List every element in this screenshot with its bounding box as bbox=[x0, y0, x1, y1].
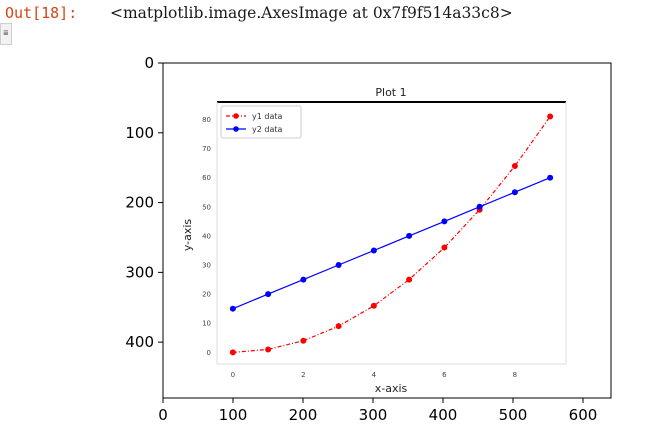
inner-x-tick-label: 4 bbox=[372, 371, 377, 379]
outer-x-tick-label: 0 bbox=[158, 406, 168, 424]
outer-y-tick-label: 0 bbox=[144, 54, 154, 72]
outer-x-tick-label: 300 bbox=[359, 406, 388, 424]
series-line-2 bbox=[232, 177, 551, 310]
inner-x-tick-label: 6 bbox=[442, 371, 447, 379]
inner-y-tick-label: 60 bbox=[202, 174, 211, 182]
inner-y-tick-label: 0 bbox=[207, 349, 211, 357]
outer-x-ticks: 0 100 200 300 400 500 600 bbox=[158, 398, 597, 424]
output-text: <matplotlib.image.AxesImage at 0x7f9f514… bbox=[110, 4, 513, 22]
series-2-point bbox=[265, 291, 272, 298]
series-2-point bbox=[511, 189, 518, 196]
inner-x-tick-label: 2 bbox=[301, 371, 305, 379]
series-2-point bbox=[370, 247, 377, 254]
inner-y-tick-label: 80 bbox=[202, 116, 211, 124]
inner-y-tick-label: 50 bbox=[202, 203, 211, 211]
inner-x-tick-label: 8 bbox=[513, 371, 517, 379]
legend-label-2: y2 data bbox=[252, 125, 282, 134]
inner-y-tick-label: 20 bbox=[202, 291, 211, 299]
series-2-point bbox=[441, 218, 448, 225]
series-1-point bbox=[370, 302, 377, 309]
series-2-point bbox=[229, 305, 236, 312]
series-1-point bbox=[511, 163, 518, 170]
inner-axes-lines bbox=[216, 101, 567, 365]
series-1-point bbox=[300, 337, 307, 344]
outer-x-tick-label: 100 bbox=[219, 406, 248, 424]
chart-title: Plot 1 bbox=[375, 86, 406, 99]
series-2-point bbox=[476, 203, 483, 210]
outer-y-tick-label: 200 bbox=[125, 194, 154, 212]
series-1-point bbox=[265, 346, 272, 353]
collapse-output-icon: ≣ bbox=[3, 29, 9, 37]
legend-box bbox=[220, 105, 302, 139]
outer-y-ticks: 0 100 200 300 400 bbox=[125, 54, 163, 351]
outer-y-tick-label: 400 bbox=[125, 333, 154, 351]
legend-marker-1 bbox=[233, 113, 239, 119]
inner-y-tick-label: 10 bbox=[202, 320, 211, 328]
series-1-point bbox=[441, 244, 448, 251]
legend: y1 data y2 data bbox=[220, 105, 302, 139]
series-line-1 bbox=[232, 116, 551, 353]
series-1-point bbox=[547, 113, 554, 120]
outer-y-tick-label: 100 bbox=[125, 124, 154, 142]
legend-marker-2 bbox=[233, 126, 239, 132]
outer-x-tick-label: 400 bbox=[429, 406, 458, 424]
inner-y-tick-label: 70 bbox=[202, 145, 211, 153]
outer-x-tick-label: 600 bbox=[569, 406, 598, 424]
y-axis-label: y-axis bbox=[181, 219, 194, 252]
outer-y-tick-label: 300 bbox=[125, 263, 154, 281]
inner-x-tick-label: 0 bbox=[231, 371, 235, 379]
outer-x-tick-label: 200 bbox=[289, 406, 318, 424]
legend-label-1: y1 data bbox=[252, 112, 282, 121]
series-1-point bbox=[406, 276, 413, 283]
series-2-point bbox=[300, 276, 307, 283]
series-layer bbox=[229, 113, 554, 356]
inner-y-tick-label: 40 bbox=[202, 232, 211, 240]
inner-y-tick-label: 30 bbox=[202, 262, 211, 270]
outer-x-tick-label: 500 bbox=[499, 406, 528, 424]
output-prompt: Out[18]: bbox=[5, 4, 78, 22]
series-2-point bbox=[547, 174, 554, 181]
inner-plot-image: Plot 1 x-axis y-axis 0 2 4 6 801020304050607… bbox=[181, 86, 567, 395]
series-2-point bbox=[335, 262, 342, 269]
series-2-point bbox=[406, 232, 413, 239]
x-axis-label: x-axis bbox=[375, 382, 408, 395]
series-1-point bbox=[229, 349, 236, 356]
series-1-point bbox=[335, 323, 342, 330]
collapse-output-button[interactable]: ≣ bbox=[0, 23, 12, 45]
